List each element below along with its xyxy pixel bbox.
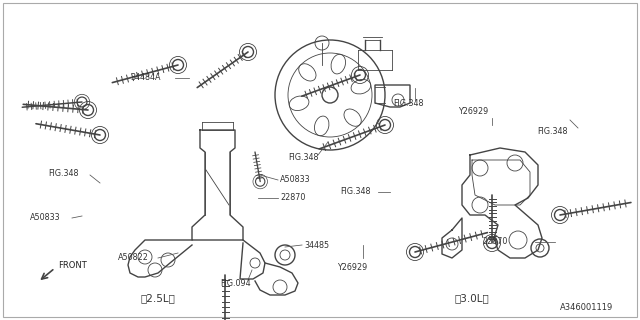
Text: 22870: 22870 [280,194,305,203]
Text: A50833: A50833 [280,175,310,185]
Text: FIG.348: FIG.348 [48,170,79,179]
Text: 34484A: 34484A [130,74,161,83]
Text: FIG.348: FIG.348 [340,188,371,196]
Text: A50833: A50833 [30,213,61,222]
Text: FIG.348: FIG.348 [537,127,568,137]
Text: 〈3.0L〉: 〈3.0L〉 [454,293,490,303]
Text: Y26929: Y26929 [458,108,488,116]
Text: 〈2.5L〉: 〈2.5L〉 [141,293,175,303]
Text: A50822: A50822 [118,253,149,262]
Text: FIG.348: FIG.348 [393,100,424,108]
Text: Y26929: Y26929 [337,263,367,273]
Text: 34485: 34485 [304,241,329,250]
Text: FIG.348: FIG.348 [288,154,319,163]
Text: A346001119: A346001119 [560,303,613,313]
Text: FRONT: FRONT [58,260,87,269]
Text: 22870: 22870 [482,237,508,246]
Text: FIG.094: FIG.094 [220,278,251,287]
